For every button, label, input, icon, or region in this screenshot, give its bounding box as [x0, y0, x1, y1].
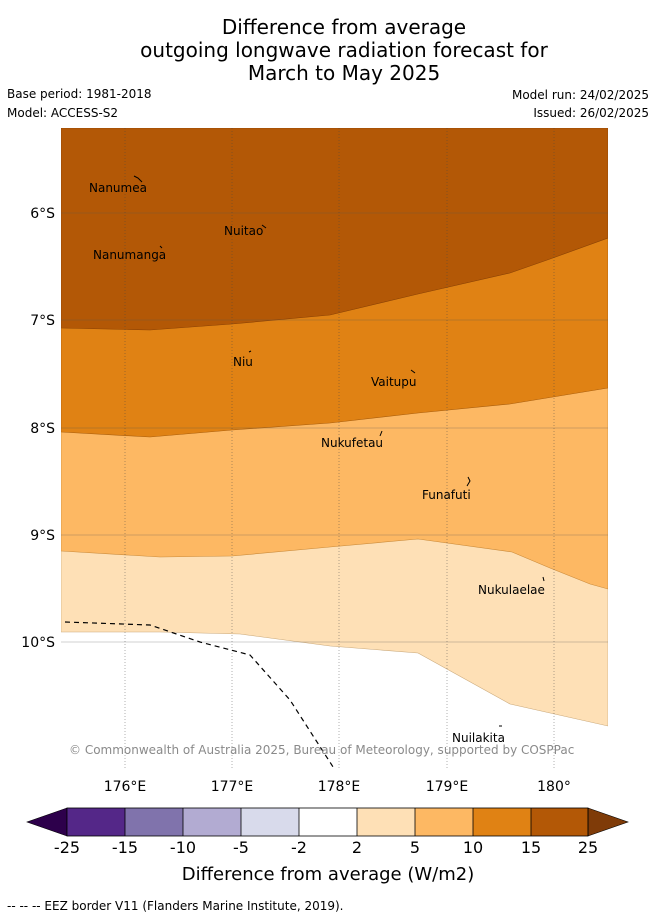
colorbar-under-arrow [26, 807, 68, 837]
colorbar-tick: 25 [578, 838, 598, 857]
title-line-1: Difference from average [221, 15, 467, 39]
title-line-2: outgoing longwave radiation forecast for [140, 38, 548, 62]
colorbar-over-arrow [587, 807, 629, 837]
band-15-25 [61, 128, 608, 331]
island-shapes [133, 175, 545, 727]
issued-date: Issued: 26/02/2025 [533, 106, 649, 120]
colorbar-segment-9 [531, 808, 588, 836]
colorbar-segment-5 [299, 808, 357, 836]
colorbar-tick: 10 [463, 838, 483, 857]
colorbar-segment-7 [415, 808, 473, 836]
longitude-gridlines [124, 128, 555, 770]
colorbar-label: Difference from average (W/m2) [182, 864, 474, 885]
colorbar-segment-2 [125, 808, 183, 836]
lat-label-8s: 8°S [30, 421, 55, 437]
map-title: Difference from average outgoing longwav… [0, 16, 655, 85]
longitude-labels: 176°E 177°E 178°E 179°E 180° [104, 779, 571, 795]
place-label-vaitupu: Vaitupu [371, 375, 417, 389]
place-label-nuitao: Nuitao [224, 224, 263, 238]
place-label-funafuti: Funafuti [422, 488, 471, 502]
model-name: Model: ACCESS-S2 [7, 106, 119, 120]
latitude-labels: 6°S 7°S 8°S 9°S 10°S [21, 206, 55, 651]
eez-border [64, 621, 336, 770]
place-label-nukulaelae: Nukulaelae [478, 583, 545, 597]
place-label-niu: Niu [233, 355, 253, 369]
place-labels: Nanumea Nuitao Nanumanga Niu Vaitupu Nuk… [89, 181, 545, 745]
eez-footnote: -- -- -- EEZ border V11 (Flanders Marine… [7, 899, 344, 913]
colorbar-tick: 5 [410, 838, 420, 857]
model-run: Model run: 24/02/2025 [511, 88, 649, 102]
lon-label-177e: 177°E [211, 779, 254, 795]
colorbar-segment-6 [357, 808, 415, 836]
lon-label-178e: 178°E [318, 779, 361, 795]
lat-label-6s: 6°S [30, 206, 55, 222]
title-line-3: March to May 2025 [247, 61, 441, 85]
colorbar-ticks: -25 -15 -10 -5 -2 2 5 10 15 25 [54, 838, 598, 857]
base-period: Base period: 1981-2018 [7, 87, 152, 101]
lon-label-179e: 179°E [426, 779, 469, 795]
colorbar-tick: -2 [291, 838, 307, 857]
lat-label-10s: 10°S [21, 635, 55, 651]
colorbar-tick: -15 [112, 838, 138, 857]
colorbar-tick: -25 [54, 838, 80, 857]
colorbar-segment-1 [67, 808, 125, 836]
map-plot-area [61, 128, 608, 770]
lon-label-176e: 176°E [104, 779, 147, 795]
lon-label-180: 180° [537, 779, 571, 795]
place-label-nukufetau: Nukufetau [321, 436, 383, 450]
latitude-gridlines [61, 212, 608, 643]
copyright-text: © Commonwealth of Australia 2025, Bureau… [69, 743, 574, 757]
colorbar: -25 -15 -10 -5 -2 2 5 10 15 25 Differenc… [26, 807, 629, 885]
colorbar-tick: 15 [521, 838, 541, 857]
colorbar-tick: -5 [233, 838, 249, 857]
lat-label-9s: 9°S [30, 528, 55, 544]
place-label-nanumea: Nanumea [89, 181, 147, 195]
colorbar-segment-8 [473, 808, 531, 836]
colorbar-tick: 2 [352, 838, 362, 857]
colorbar-segment-3 [183, 808, 241, 836]
colorbar-segment-4 [241, 808, 299, 836]
place-label-nuilakita: Nuilakita [452, 731, 505, 745]
colorbar-tick: -10 [170, 838, 196, 857]
lat-label-7s: 7°S [30, 313, 55, 329]
place-label-nanumanga: Nanumanga [93, 248, 166, 262]
